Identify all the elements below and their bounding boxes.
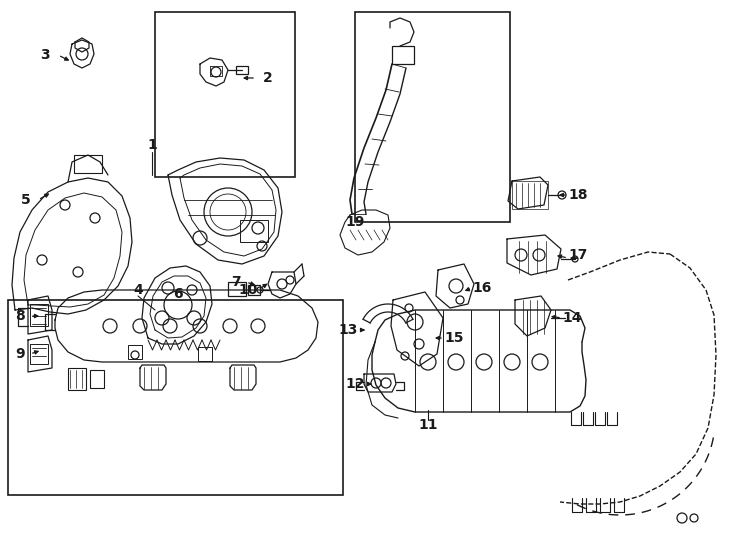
- Text: 12: 12: [345, 377, 365, 391]
- Text: 3: 3: [40, 48, 50, 62]
- Text: 13: 13: [338, 323, 357, 337]
- Text: 18: 18: [568, 188, 588, 202]
- Text: 7: 7: [231, 275, 241, 289]
- Bar: [355, 12, 510, 222]
- Bar: [155, 12, 295, 177]
- Bar: [240, 220, 268, 242]
- Bar: [8, 300, 343, 495]
- Text: 17: 17: [568, 248, 588, 262]
- Bar: [90, 370, 104, 388]
- Bar: [512, 181, 548, 209]
- Text: 1: 1: [147, 138, 157, 152]
- Text: 9: 9: [15, 347, 25, 361]
- Bar: [228, 282, 246, 296]
- Bar: [74, 155, 102, 173]
- Text: 6: 6: [173, 287, 183, 301]
- Text: 11: 11: [418, 418, 437, 432]
- Bar: [128, 345, 142, 359]
- Text: 10: 10: [239, 283, 258, 297]
- Text: 8: 8: [15, 309, 25, 323]
- Text: 2: 2: [263, 71, 273, 85]
- Bar: [30, 344, 48, 364]
- Bar: [68, 368, 86, 390]
- Bar: [248, 285, 260, 295]
- Text: 16: 16: [472, 281, 492, 295]
- Text: 19: 19: [345, 215, 365, 229]
- Bar: [392, 46, 414, 64]
- Text: 5: 5: [21, 193, 31, 207]
- Bar: [198, 347, 212, 361]
- Bar: [30, 304, 48, 326]
- Text: 4: 4: [133, 283, 143, 297]
- Text: 14: 14: [562, 311, 582, 325]
- Text: 15: 15: [444, 331, 464, 345]
- Bar: [236, 66, 248, 74]
